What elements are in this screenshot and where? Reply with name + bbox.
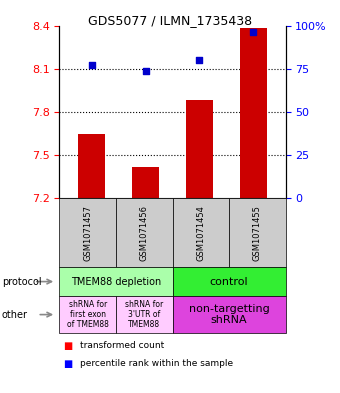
Point bbox=[197, 57, 202, 63]
Bar bbox=[240, 28, 267, 198]
Text: non-targetting
shRNA: non-targetting shRNA bbox=[189, 304, 270, 325]
Text: other: other bbox=[2, 310, 28, 320]
Point bbox=[251, 29, 256, 36]
Text: protocol: protocol bbox=[2, 277, 41, 286]
Point bbox=[89, 62, 95, 68]
Text: TMEM88 depletion: TMEM88 depletion bbox=[71, 277, 161, 286]
Bar bbox=[186, 101, 213, 198]
Text: control: control bbox=[210, 277, 249, 286]
Point bbox=[143, 67, 148, 73]
Text: GSM1071454: GSM1071454 bbox=[196, 205, 205, 261]
Text: ■: ■ bbox=[63, 358, 72, 369]
Text: GSM1071457: GSM1071457 bbox=[83, 205, 92, 261]
Text: ■: ■ bbox=[63, 341, 72, 351]
Text: GDS5077 / ILMN_1735438: GDS5077 / ILMN_1735438 bbox=[88, 14, 252, 27]
Bar bbox=[78, 134, 105, 198]
Bar bbox=[132, 167, 159, 198]
Text: shRNA for
first exon
of TMEM88: shRNA for first exon of TMEM88 bbox=[67, 300, 109, 329]
Text: shRNA for
3'UTR of
TMEM88: shRNA for 3'UTR of TMEM88 bbox=[125, 300, 164, 329]
Text: transformed count: transformed count bbox=[80, 342, 164, 350]
Text: percentile rank within the sample: percentile rank within the sample bbox=[80, 359, 233, 368]
Text: GSM1071456: GSM1071456 bbox=[140, 205, 149, 261]
Text: GSM1071455: GSM1071455 bbox=[253, 205, 262, 261]
